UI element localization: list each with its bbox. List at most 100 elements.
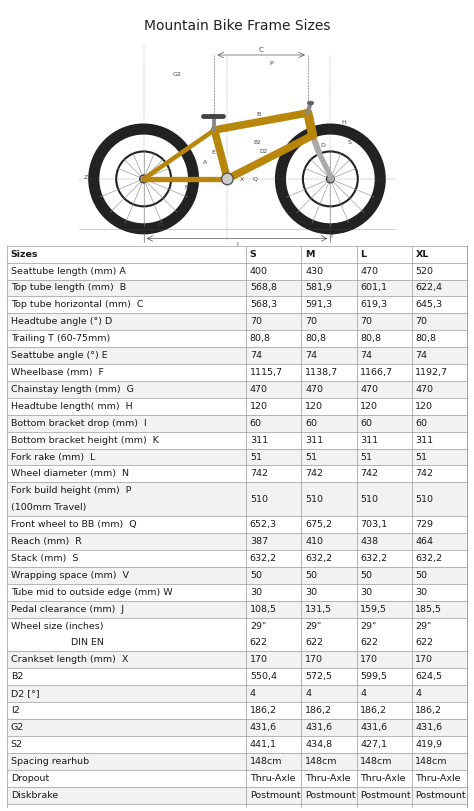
Text: Bottom bracket drop (mm)  I: Bottom bracket drop (mm) I (11, 418, 146, 427)
Text: 622: 622 (305, 638, 323, 647)
Text: 387: 387 (250, 537, 268, 546)
Text: 400: 400 (250, 267, 268, 276)
Text: 470: 470 (250, 385, 268, 394)
Text: Postmount: Postmount (305, 791, 356, 800)
Text: 622: 622 (415, 638, 433, 647)
Text: H: H (342, 120, 346, 125)
Text: 120: 120 (250, 401, 268, 411)
Text: S2: S2 (11, 740, 23, 749)
Text: Headtube length( mm)  H: Headtube length( mm) H (11, 401, 132, 411)
Text: 431,6: 431,6 (415, 723, 443, 732)
Text: 51: 51 (360, 453, 372, 461)
Text: 729: 729 (415, 520, 433, 529)
Bar (7, 584, 467, 601)
Text: 30: 30 (415, 588, 428, 597)
Text: M: M (305, 250, 315, 259)
Text: 742: 742 (415, 470, 433, 478)
Bar (7, 246, 467, 263)
Text: Crankset length (mm)  X: Crankset length (mm) X (11, 655, 128, 664)
Circle shape (327, 175, 334, 182)
Text: 60: 60 (360, 418, 372, 427)
Text: E: E (211, 151, 215, 156)
Text: P: P (269, 61, 273, 66)
Text: 60: 60 (415, 418, 428, 427)
Bar (7, 364, 467, 381)
Text: 51: 51 (415, 453, 428, 461)
Text: Seattube length (mm) A: Seattube length (mm) A (11, 267, 126, 276)
Bar (7, 414, 467, 431)
Text: Diskbrake: Diskbrake (11, 791, 58, 800)
Text: Postmount: Postmount (250, 791, 301, 800)
Text: 742: 742 (250, 470, 268, 478)
Text: 632,2: 632,2 (360, 554, 387, 563)
Text: 703,1: 703,1 (360, 520, 387, 529)
Bar (7, 651, 467, 668)
Text: L: L (326, 164, 329, 169)
Bar (7, 297, 467, 313)
Bar (7, 736, 467, 753)
Text: Bottom bracket height (mm)  K: Bottom bracket height (mm) K (11, 436, 159, 444)
Text: 148cm: 148cm (250, 757, 283, 766)
Bar (7, 770, 467, 787)
Text: 601,1: 601,1 (360, 284, 387, 293)
Text: 50: 50 (360, 571, 372, 580)
Text: 599,5: 599,5 (360, 672, 387, 681)
Text: XL: XL (415, 250, 429, 259)
Text: 675,2: 675,2 (305, 520, 332, 529)
Text: 29": 29" (305, 621, 321, 631)
Text: 311: 311 (415, 436, 434, 444)
Text: D2 [°]: D2 [°] (11, 689, 39, 698)
Circle shape (221, 173, 233, 185)
Text: 74: 74 (415, 351, 428, 360)
Bar (7, 466, 467, 483)
Bar (7, 483, 467, 516)
Text: B2: B2 (253, 139, 261, 144)
Bar (7, 753, 467, 770)
Text: 148cm: 148cm (415, 757, 448, 766)
Text: 427,1: 427,1 (360, 740, 387, 749)
Bar (7, 263, 467, 280)
Text: 74: 74 (360, 351, 372, 360)
Text: Chainstay length (mm)  G: Chainstay length (mm) G (11, 385, 134, 394)
Bar (7, 516, 467, 533)
Text: 29": 29" (415, 621, 432, 631)
Text: C: C (259, 47, 264, 53)
Text: 622,4: 622,4 (415, 284, 442, 293)
Text: Postmount: Postmount (415, 791, 466, 800)
Text: 30: 30 (360, 588, 373, 597)
Text: 120: 120 (415, 401, 433, 411)
Text: Wheel size (inches): Wheel size (inches) (11, 621, 103, 631)
Bar (7, 601, 467, 618)
Text: 311: 311 (305, 436, 323, 444)
Text: S: S (250, 250, 256, 259)
Text: 74: 74 (305, 351, 317, 360)
Text: 70: 70 (415, 317, 428, 326)
Text: X: X (240, 177, 245, 182)
Text: 51: 51 (305, 453, 317, 461)
Bar (7, 668, 467, 685)
Text: 4: 4 (415, 689, 421, 698)
Text: 510: 510 (250, 495, 268, 504)
Text: 74: 74 (250, 351, 262, 360)
Bar (7, 330, 467, 347)
Bar (7, 398, 467, 414)
Text: T: T (330, 234, 334, 238)
Text: 550,4: 550,4 (250, 672, 277, 681)
Text: Seattube angle (°) E: Seattube angle (°) E (11, 351, 108, 360)
Text: D: D (321, 143, 326, 148)
Text: 108,5: 108,5 (250, 605, 277, 614)
Text: 50: 50 (415, 571, 428, 580)
Text: 70: 70 (305, 317, 317, 326)
Text: 120: 120 (305, 401, 323, 411)
Text: 50: 50 (305, 571, 317, 580)
Text: 29": 29" (250, 621, 266, 631)
Text: Fork build height (mm)  P: Fork build height (mm) P (11, 487, 131, 496)
Text: Wheelbase (mm)  F: Wheelbase (mm) F (11, 368, 104, 377)
Bar (7, 685, 467, 702)
Text: Headtube angle (°) D: Headtube angle (°) D (11, 317, 112, 326)
Bar (7, 280, 467, 297)
Text: 186,2: 186,2 (360, 706, 387, 715)
Text: G2: G2 (173, 72, 182, 77)
Text: 619,3: 619,3 (360, 300, 387, 310)
Text: 470: 470 (415, 385, 433, 394)
